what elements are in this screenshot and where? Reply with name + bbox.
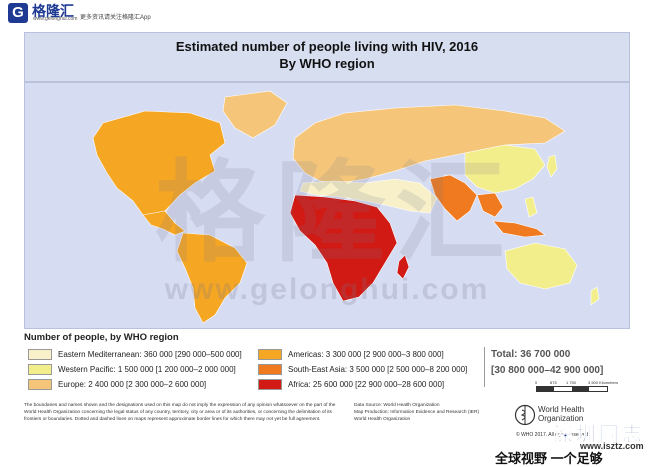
world-map: 格隆汇 www.gelonghui.com [24, 82, 630, 329]
brand-name: 格隆汇 [32, 3, 74, 19]
site-stamp-url: www.isztz.com [580, 441, 644, 451]
watermark-url: www.gelonghui.com [164, 273, 490, 306]
source-line-1: Data Source: World Health Organization [354, 403, 440, 408]
scale-label-1750: 1 750 [566, 380, 577, 385]
region-eastern-mediterranean [299, 178, 438, 214]
legend-title: Number of people, by WHO region [24, 332, 179, 343]
watermark-chinese: 格隆汇 [155, 152, 515, 275]
legend-label: Western Pacific: 1 500 000 [1 200 000–2 … [58, 365, 236, 374]
map-title: Estimated number of people living with H… [175, 39, 479, 54]
legend-swatch [258, 349, 282, 360]
title-panel: Estimated number of people living with H… [24, 32, 630, 82]
scale-label-3500: 3 500 Kilometers [588, 380, 619, 385]
region-south-east-asia-islands [492, 220, 546, 238]
region-south-east-asia [429, 174, 478, 222]
who-line-2: Organization [538, 414, 584, 423]
data-source: Data Source: World Health Organization M… [354, 402, 514, 423]
region-western-pacific-japan [546, 154, 558, 178]
legend-swatch [28, 349, 52, 360]
world-map-svg [92, 90, 600, 324]
legend-swatch [28, 364, 52, 375]
region-americas-south [176, 232, 248, 324]
map-subtitle: By WHO region [279, 56, 375, 71]
brand-url: www.gelonghui.com [33, 16, 78, 22]
copyright: © WHO 2017. All rights reserved. [516, 432, 590, 438]
scale-bar [536, 386, 608, 392]
total-value: Total: 36 700 000 [491, 349, 571, 360]
total-range: [30 800 000–42 900 000] [491, 365, 604, 376]
site-stamp-chinese: 深圳同志 [553, 424, 645, 447]
map-disclaimer: The boundaries and names shown and the d… [24, 403, 336, 422]
site-stamp-slogan: 全球视野 一个足够 [495, 451, 603, 466]
who-emblem-icon [514, 404, 536, 426]
legend-label: South-East Asia: 3 500 000 [2 500 000–8 … [288, 365, 468, 374]
region-africa [289, 194, 398, 302]
region-greenland [222, 90, 288, 139]
brand-logo-icon: G [8, 3, 28, 23]
legend-label: Eastern Mediterranean: 360 000 [290 000–… [58, 350, 242, 359]
total-box: Total: 36 700 000 [30 800 000–42 900 000… [484, 347, 627, 387]
brand-header: G 格隆汇 www.gelonghui.com 更多资讯请关注格隆汇App [0, 0, 650, 28]
region-americas-central [142, 210, 186, 236]
legend-swatch [258, 379, 282, 390]
region-americas-north [92, 110, 226, 224]
region-western-pacific-nz [590, 286, 600, 306]
region-south-east-asia-east [476, 192, 504, 218]
legend-swatch [28, 379, 52, 390]
scale-label-875: 875 [550, 380, 557, 385]
legend-label: Europe: 2 400 000 [2 300 000–2 600 000] [58, 380, 207, 389]
legend-label: Africa: 25 600 000 [22 900 000–28 600 00… [288, 380, 445, 389]
source-line-2: Map Production: Information Evidence and… [354, 410, 480, 415]
legend-swatch [258, 364, 282, 375]
brand-slogan: 更多资讯请关注格隆汇App [80, 15, 151, 21]
who-name: World Health Organization [538, 405, 584, 423]
who-line-1: World Health [538, 405, 585, 414]
region-madagascar [396, 254, 410, 280]
region-western-pacific-philippines [524, 196, 538, 218]
region-western-pacific-australia [504, 242, 578, 290]
source-line-3: World Health Organization [354, 417, 411, 422]
legend-label: Americas: 3 300 000 [2 900 000–3 800 000… [288, 350, 444, 359]
region-western-pacific-china [464, 144, 546, 194]
scale-label-0: 0 [535, 380, 538, 385]
